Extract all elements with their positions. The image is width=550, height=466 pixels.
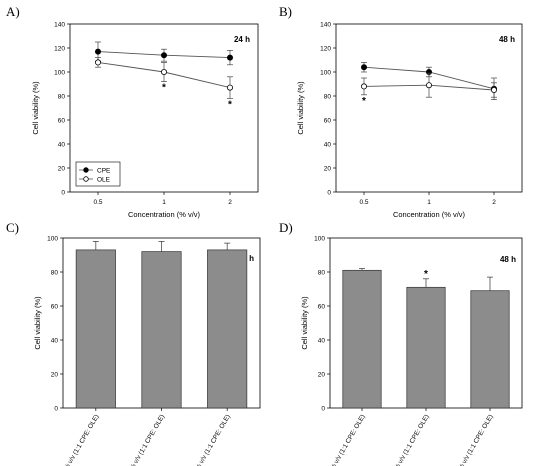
bar [470,290,510,409]
y-tick-label: 0 [327,189,331,196]
y-tick-label: 60 [318,303,326,310]
bar [406,286,446,409]
data-point [226,54,233,61]
x-tick-label: 4% v/v (1:1 CPE: OLE) [455,414,494,466]
legend-box [75,161,121,187]
legend: CPE OLE [75,161,121,187]
y-tick-label: 40 [51,337,59,344]
x-tick-label: 2 [492,199,496,206]
y-axis-title: Cell viability (%) [296,81,305,135]
panel-letter: A) [6,4,20,19]
x-tick-label: 2% v/v (1:1 CPE: OLE) [391,414,430,466]
y-tick-label: 100 [47,235,58,242]
y-tick-label: 20 [324,165,332,172]
series-ole: ** [95,57,233,110]
bar [342,269,382,409]
data-point [160,52,167,59]
x-tick-label: 0.5 [359,199,368,206]
data-point [95,48,102,55]
y-tick-label: 20 [318,371,326,378]
data-point [490,87,497,94]
data-point [360,83,367,90]
bar [75,249,116,409]
x-tick-label: 2 [228,199,232,206]
panel-letter: C) [6,220,19,235]
x-tick-label: 1 [162,199,166,206]
y-tick-label: 80 [324,93,332,100]
panel-2: B) 0 20 40 60 80 100 120 140 Cell viability (%) 48… [279,4,523,219]
time-label: 48 h [500,255,516,264]
y-tick-label: 80 [58,93,66,100]
y-axis-title: Cell viability (%) [31,81,40,135]
series-ole: * [360,72,497,107]
y-tick-label: 100 [320,69,331,76]
data-point [226,84,233,91]
series-cpe [95,41,233,66]
x-tick-label: 0.5 [93,199,102,206]
x-tick-label: 2% v/v (1:1 CPE: OLE) [127,414,166,466]
y-tick-label: 0 [61,189,65,196]
y-tick-label: 20 [58,165,66,172]
panel-4: D) 0 20 40 60 80 100 Cell viability (%) 48 h 1% v… [279,220,523,466]
panel-letter: B) [279,4,292,19]
y-tick-label: 60 [51,303,59,310]
y-tick-label: 40 [318,337,326,344]
y-tick-label: 80 [318,269,326,276]
y-tick-label: 60 [324,117,332,124]
time-label: 24 h [234,35,250,44]
plot-frame [335,23,523,193]
x-tick-label: 1% v/v (1:1 CPE: OLE) [327,414,366,466]
significance-mark: * [228,99,232,110]
y-tick-label: 60 [58,117,66,124]
y-axis-title: Cell viability (%) [300,296,309,350]
y-tick-label: 40 [324,141,332,148]
x-tick-label: 1% v/v (1:1 CPE: OLE) [61,414,100,466]
bar [207,249,248,409]
time-label: 48 h [499,35,515,44]
data-point [95,59,102,66]
data-point [160,69,167,76]
panel-letter: D) [279,220,293,235]
y-tick-label: 20 [51,371,59,378]
significance-mark: * [162,83,166,94]
y-tick-label: 100 [54,69,65,76]
y-tick-label: 140 [320,21,331,28]
data-point [425,82,432,89]
y-tick-label: 40 [58,141,66,148]
x-axis-title: Concentration (% v/v) [128,210,201,219]
y-tick-label: 80 [51,269,59,276]
legend-entry: OLE [97,176,111,183]
y-tick-label: 100 [314,235,325,242]
x-tick-label: 1 [427,199,431,206]
y-tick-label: 120 [320,45,331,52]
significance-mark: * [362,96,366,107]
y-tick-label: 140 [54,21,65,28]
significance-mark: * [424,269,428,280]
y-tick-label: 0 [54,405,58,412]
y-tick-label: 120 [54,45,65,52]
legend-marker [83,176,89,182]
y-tick-label: 0 [321,405,325,412]
y-axis-title: Cell viability (%) [33,296,42,350]
legend-entry: CPE [97,167,111,174]
data-point [360,64,367,71]
panel-1: A) 0 20 40 60 80 100 120 140 Cell viability (%) 24… [6,4,259,219]
bar [141,251,182,409]
legend-marker [83,167,89,173]
x-tick-label: 4% v/v (1:1 CPE: OLE) [193,414,232,466]
x-axis-title: Concentration (% v/v) [393,210,466,219]
